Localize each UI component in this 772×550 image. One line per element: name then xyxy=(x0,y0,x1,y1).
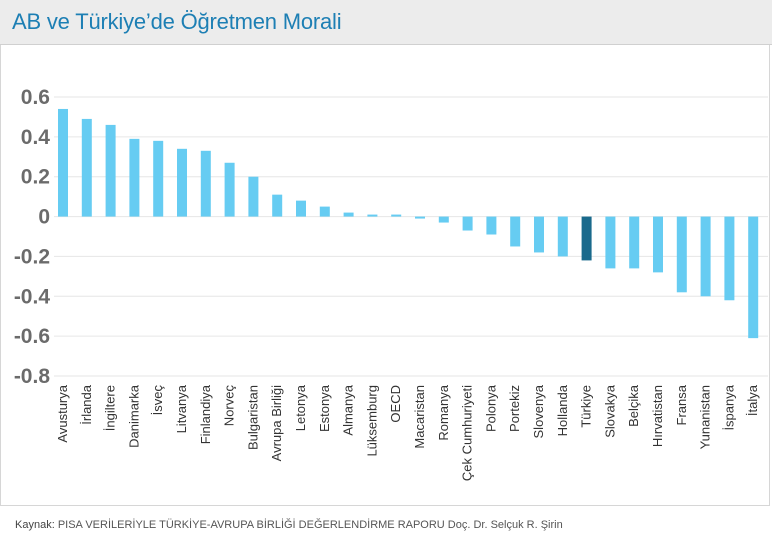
x-tick-label: Norveç xyxy=(222,385,237,427)
bar xyxy=(224,162,235,217)
x-tick-label: Türkiye xyxy=(579,385,594,428)
bar xyxy=(200,150,211,217)
y-tick-label: 0 xyxy=(38,206,50,229)
bar xyxy=(581,216,592,261)
x-tick-label: Slovakya xyxy=(602,384,617,438)
bar xyxy=(391,214,402,217)
x-tick-label: Yunanistan xyxy=(698,385,713,449)
x-tick-label: Litvanya xyxy=(174,384,189,433)
bar xyxy=(534,216,544,253)
y-tick-label: -0.6 xyxy=(14,325,50,348)
chart-frame xyxy=(0,0,770,506)
y-tick-label: 0.6 xyxy=(21,86,50,109)
bar xyxy=(319,206,330,217)
y-tick-label: -0.2 xyxy=(14,245,50,268)
bar xyxy=(58,108,68,217)
bar xyxy=(748,216,759,339)
bar xyxy=(629,216,640,269)
x-tick-label: Hollanda xyxy=(555,384,570,436)
source-note: Kaynak: PISA VERİLERİYLE TÜRKİYE-AVRUPA … xyxy=(15,519,563,531)
bar xyxy=(700,216,711,297)
x-tick-label: İrlanda xyxy=(79,384,94,425)
x-tick-label: Avrupa Birliği xyxy=(269,385,284,461)
x-tick-label: Romanya xyxy=(436,384,451,440)
x-tick-label: Belçika xyxy=(626,384,641,427)
source-text: PISA VERİLERİYLE TÜRKİYE-AVRUPA BİRLİĞİ … xyxy=(57,519,563,531)
x-tick-label: Finlandiya xyxy=(198,384,213,444)
bar xyxy=(510,216,521,247)
x-tick-label: Danimarka xyxy=(126,384,141,448)
bar xyxy=(248,176,259,217)
x-tick-label: İspanya xyxy=(721,384,736,430)
bar xyxy=(343,212,354,217)
bar xyxy=(177,148,187,217)
bar-chart: 0.6 0.4 0.2 0 -0.2 -0.4 -0.6 -0.8 Avusturya İrlan… xyxy=(14,86,768,481)
bar xyxy=(653,216,663,273)
bar xyxy=(81,118,92,217)
title-bar: AB ve Türkiye’de Öğretmen Morali xyxy=(0,0,772,45)
bar xyxy=(462,216,473,231)
bar xyxy=(129,138,140,217)
bar xyxy=(296,200,306,217)
bar xyxy=(486,216,497,235)
x-tick-label: Polonya xyxy=(483,384,498,432)
y-tick-label: 0.4 xyxy=(21,126,51,149)
y-tick-label: -0.4 xyxy=(14,285,51,308)
x-tick-label: Hırvatistan xyxy=(650,385,665,447)
y-tick-label: -0.8 xyxy=(14,365,51,388)
x-tick-label: Almanya xyxy=(341,384,356,435)
x-tick-label: Letonya xyxy=(293,384,308,431)
x-tick-label: İngiltere xyxy=(103,385,118,431)
x-tick-label: Estonya xyxy=(317,384,332,432)
x-tick-label: Fransa xyxy=(674,384,689,425)
bar xyxy=(605,216,616,269)
x-tick-label: Bulgaristan xyxy=(245,385,260,450)
x-tick-label: İtalya xyxy=(745,384,760,416)
bar xyxy=(676,216,687,293)
bar xyxy=(272,194,283,217)
x-tick-label: Slovenya xyxy=(531,384,546,438)
y-tick-label: 0.2 xyxy=(21,166,50,189)
x-tick-label: İsveç xyxy=(150,385,165,416)
bar xyxy=(724,216,735,301)
x-tick-label: Çek Cumhuriyeti xyxy=(460,385,475,481)
chart-title: AB ve Türkiye’de Öğretmen Morali xyxy=(12,9,342,34)
source-label: Kaynak: xyxy=(15,519,55,531)
bar xyxy=(153,140,164,217)
x-tick-label: Portekiz xyxy=(507,385,522,432)
x-tick-label: Macaristan xyxy=(412,385,427,449)
x-tick-label: OECD xyxy=(388,385,403,423)
x-tick-label: Lüksemburg xyxy=(364,385,379,457)
x-tick-label: Avusturya xyxy=(55,384,70,442)
bar xyxy=(557,216,568,257)
bar xyxy=(367,214,378,217)
bar xyxy=(415,216,425,219)
bar xyxy=(438,216,449,223)
bar xyxy=(105,124,116,217)
